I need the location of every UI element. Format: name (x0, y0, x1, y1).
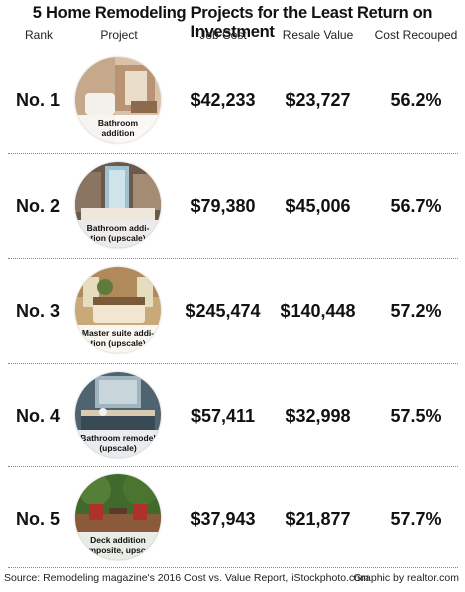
job-cost-value: $42,233 (190, 90, 256, 110)
job-cost-value: $79,380 (190, 196, 256, 216)
cost-recouped-value: 57.7% (390, 509, 442, 529)
cost-recouped-value: 56.2% (390, 90, 442, 110)
project-photo: Bathroom addi- tion (upscale) (75, 162, 161, 248)
job-cost-value: $245,474 (185, 301, 261, 321)
rank-label: No. 1 (15, 90, 60, 110)
project-photo: Bathroom addition (75, 57, 161, 143)
rank-label: No. 2 (15, 196, 60, 216)
row-divider (8, 363, 458, 364)
rank-label: No. 5 (15, 509, 60, 529)
resale-value: $21,877 (285, 509, 351, 529)
project-photo: Master suite addi- tion (upscale) (75, 267, 161, 353)
master-suite-image (75, 267, 161, 353)
resale-value: $45,006 (285, 196, 351, 216)
bathroom-upscale-image (75, 162, 161, 248)
cost-recouped-value: 57.5% (390, 406, 442, 426)
cost-recouped-value: 57.2% (390, 301, 442, 321)
header-resale-value: Resale Value (282, 28, 354, 42)
project-label: Deck addition (composite, upscale) (75, 532, 161, 560)
row-divider (8, 567, 458, 568)
header-job-cost: Job Cost (199, 28, 247, 42)
header-rank: Rank (24, 28, 53, 42)
graphic-credit: Graphic by realtor.com (353, 572, 459, 584)
row-divider (8, 466, 458, 467)
table-row: No. 4 Bathroom remodel (upscale) $57,411… (0, 364, 465, 466)
row-divider (8, 153, 458, 154)
resale-value: $23,727 (285, 90, 351, 110)
footer: Source: Remodeling magazine's 2016 Cost … (0, 572, 465, 590)
resale-value: $32,998 (285, 406, 351, 426)
project-photo: Deck addition (composite, upscale) (75, 474, 161, 560)
page-title: 5 Home Remodeling Projects for the Least… (32, 4, 433, 41)
project-label: Bathroom addi- tion (upscale) (75, 220, 161, 248)
resale-value: $140,448 (280, 301, 356, 321)
rank-label: No. 4 (15, 406, 60, 426)
project-photo: Bathroom remodel (upscale) (75, 372, 161, 458)
row-divider (8, 258, 458, 259)
rank-label: No. 3 (15, 301, 60, 321)
header-cost-recouped: Cost Recouped (374, 28, 458, 42)
header-project: Project (100, 28, 138, 42)
table-row: No. 1 Bathroom addition $42,233 $23,727 … (0, 48, 465, 150)
table-row: No. 2 Bathroom addi- tion (upscale) $79,… (0, 154, 465, 256)
table-row: No. 5 Deck addition (composite, upscale)… (0, 467, 465, 569)
cost-recouped-value: 56.7% (390, 196, 442, 216)
table-header: Rank Project Job Cost Resale Value Cost … (0, 28, 465, 46)
project-label: Master suite addi- tion (upscale) (75, 325, 161, 353)
table-row: No. 3 Master suite addi- tion (upscale) … (0, 259, 465, 361)
job-cost-value: $37,943 (190, 509, 256, 529)
project-label: Bathroom remodel (upscale) (75, 430, 161, 458)
project-label: Bathroom addition (75, 115, 161, 143)
source-note: Source: Remodeling magazine's 2016 Cost … (4, 572, 369, 584)
job-cost-value: $57,411 (190, 406, 256, 426)
